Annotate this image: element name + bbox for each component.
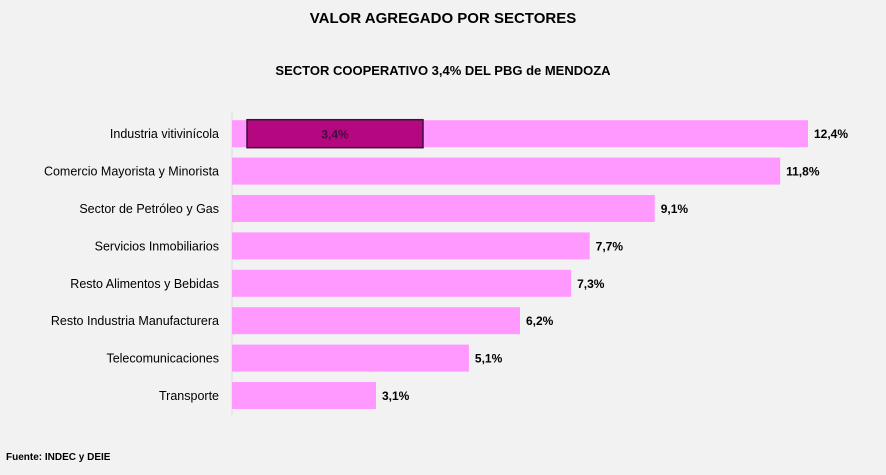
data-label: 11,8% (786, 165, 820, 179)
highlight-bar (246, 118, 424, 149)
category-label: Comercio Mayorista y Minorista (44, 165, 219, 179)
category-label: Sector de Petróleo y Gas (79, 202, 219, 216)
data-label: 9,1% (661, 202, 689, 216)
data-label: 7,7% (596, 239, 624, 253)
source-note: Fuente: INDEC y DEIE (6, 452, 111, 463)
chart-subtitle: SECTOR COOPERATIVO 3,4% DEL PBG de MENDO… (275, 63, 611, 78)
category-label: Industria vitivinícola (110, 127, 219, 141)
data-label: 7,3% (577, 277, 605, 291)
data-label: 3,1% (382, 389, 410, 403)
data-label: 6,2% (526, 314, 554, 328)
bar (232, 157, 781, 185)
category-label: Resto Industria Manufacturera (51, 314, 219, 328)
bar (232, 307, 520, 335)
bar (232, 344, 469, 372)
highlight-label: 3,4% (321, 128, 349, 142)
bar (232, 232, 590, 260)
category-label: Servicios Inmobiliarios (95, 239, 219, 253)
bar (232, 195, 655, 222)
bar (232, 269, 572, 297)
category-label: Telecomunicaciones (106, 352, 219, 366)
chart-title: VALOR AGREGADO POR SECTORES (309, 10, 577, 27)
data-label: 12,4% (814, 127, 848, 141)
bar (232, 382, 376, 409)
data-label: 5,1% (475, 352, 503, 366)
category-label: Resto Alimentos y Bebidas (70, 277, 219, 291)
category-label: Transporte (159, 389, 219, 403)
